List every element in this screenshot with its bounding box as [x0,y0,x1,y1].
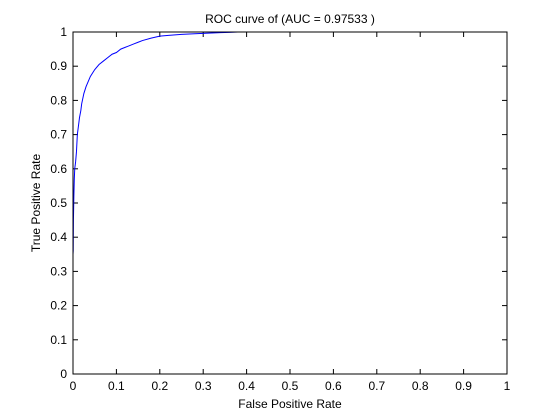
ticks-layer: 0 0.1 0.2 0.3 0.4 0.5 0.6 0.7 0.8 0.9 1 0 0.1 0.2 0.3 0… [50,25,510,393]
y-tick-label: 0.3 [50,264,67,278]
x-tick-label: 1 [504,379,511,393]
y-tick-label: 0.2 [50,299,67,313]
x-tick-label: 0.2 [151,379,168,393]
x-tick-label: 0.5 [282,379,299,393]
x-tick-label: 0.7 [368,379,385,393]
x-tick-label: 0.8 [412,379,429,393]
y-tick-label: 0.9 [50,59,67,73]
y-tick-label: 0.5 [50,196,67,210]
x-tick-label: 0.1 [108,379,125,393]
y-tick-label: 0.4 [50,230,67,244]
x-tick-label: 0.6 [325,379,342,393]
chart-title: ROC curve of (AUC = 0.97533 ) [205,12,375,26]
x-tick-label: 0 [70,379,77,393]
y-tick-label: 0.6 [50,162,67,176]
x-tick-label: 0.4 [238,379,255,393]
x-tick-label: 0.3 [195,379,212,393]
axes-box [72,31,508,375]
y-axis-label: True Positive Rate [29,154,43,253]
series-layer [72,31,238,255]
y-tick-label: 0.1 [50,333,67,347]
x-tick-label: 0.9 [455,379,472,393]
y-tick-label: 0.8 [50,93,67,107]
plot-area [73,32,507,374]
y-tick-label: 0 [60,367,67,381]
y-tick-label: 1 [60,25,67,39]
roc-curve-line [72,31,238,255]
x-axis-label: False Positive Rate [238,397,342,411]
y-tick-label: 0.7 [50,128,67,142]
